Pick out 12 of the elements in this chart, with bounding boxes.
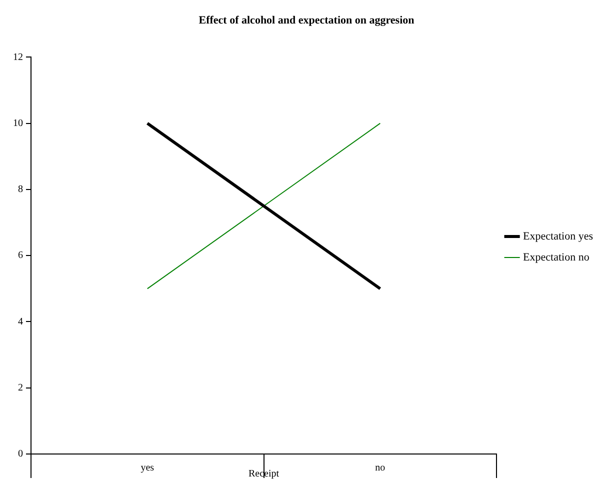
legend-label: Expectation yes [523,230,594,242]
y-tick-label: 8 [18,184,23,196]
y-tick-label: 10 [13,118,23,129]
y-tick-label: 6 [18,250,23,262]
y-tick-label: 12 [13,52,23,63]
y-tick-label: 4 [18,316,23,328]
x-tick-label: no [375,462,386,474]
legend-label: Expectation no [523,251,590,264]
y-tick-label: 0 [18,448,23,460]
chart-title: Effect of alcohol and expectation on aggresion [198,14,414,26]
y-tick-label: 2 [18,382,23,394]
x-tick-label: yes [140,462,154,474]
